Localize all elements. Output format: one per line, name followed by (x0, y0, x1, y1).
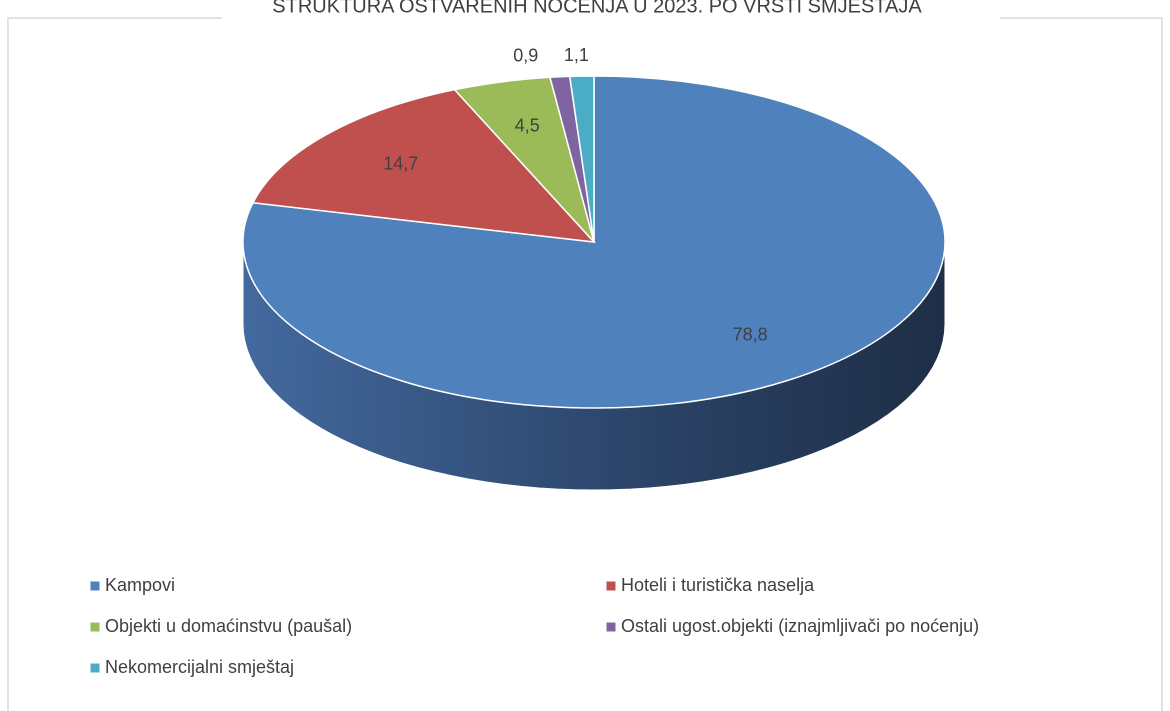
data-label: 1,1 (564, 45, 589, 65)
legend-marker (90, 581, 100, 591)
chart-border (7, 17, 1163, 711)
data-label: 0,9 (513, 46, 538, 66)
legend-label: Nekomercijalni smještaj (105, 657, 294, 677)
legend-label: Ostali ugost.objekti (iznajmljivači po n… (621, 616, 979, 636)
legend-marker (90, 663, 100, 673)
legend-marker (90, 622, 100, 632)
slice (568, 75, 595, 243)
legend-marker (606, 581, 616, 591)
legend-marker (606, 622, 616, 632)
legend-label: Objekti u domaćinstvu (paušal) (105, 616, 352, 636)
legend-label: Kampovi (105, 575, 175, 595)
slice (251, 88, 596, 243)
chart-title: STRUKTURA OSTVARENIH NOĆENJA U 2023. PO … (272, 0, 922, 17)
legend-label: Hoteli i turistička naselja (621, 575, 815, 595)
data-label: 14,7 (383, 154, 418, 174)
data-label: 4,5 (515, 115, 540, 135)
data-label: 78,8 (733, 325, 768, 345)
